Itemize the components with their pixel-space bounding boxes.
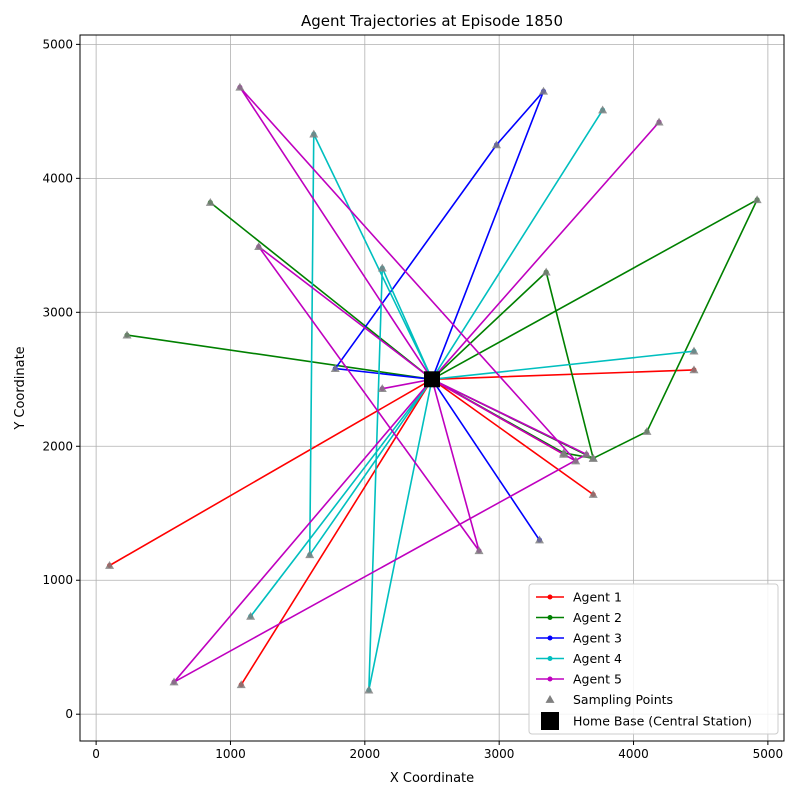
sampling-point-marker — [377, 263, 387, 272]
sampling-point-marker — [642, 427, 652, 435]
x-tick-label: 1000 — [215, 747, 246, 761]
legend-box — [528, 583, 779, 735]
sampling-point-marker — [236, 680, 246, 689]
sampling-point-marker — [539, 86, 549, 95]
y-tick-label: 2000 — [42, 439, 73, 453]
sampling-point-marker — [534, 535, 544, 544]
sampling-point-marker — [105, 561, 115, 569]
sampling-point-marker — [235, 82, 245, 91]
sampling-point-marker — [689, 346, 699, 355]
legend-agent-3-dot — [547, 635, 553, 641]
legend-agent-4-dot — [547, 656, 553, 661]
x-tick-label: 3000 — [484, 747, 515, 761]
sampling-points — [105, 82, 762, 694]
legend-agent-4-label: Agent 4 — [573, 651, 622, 666]
x-tick-label: 0 — [92, 747, 100, 761]
y-tick-label: 1000 — [42, 573, 73, 587]
sampling-point-marker — [377, 384, 387, 393]
legend-agent-3-label: Agent 3 — [573, 631, 622, 646]
y-axis-label: Y Coordinate — [13, 346, 28, 430]
legend-home-base-marker — [541, 712, 559, 730]
legend-agent-1-label: Agent 1 — [573, 590, 622, 605]
sampling-point-marker — [474, 546, 484, 555]
legend-agent-2-dot — [547, 615, 553, 620]
sampling-point-marker — [571, 456, 581, 465]
sampling-point-marker — [205, 197, 215, 206]
y-tick-label: 4000 — [42, 171, 73, 185]
sampling-point-marker — [582, 449, 592, 458]
sampling-point-marker — [598, 105, 608, 114]
sampling-point-marker — [689, 365, 699, 374]
y-tick-label: 3000 — [42, 305, 73, 319]
grid — [80, 35, 784, 741]
legend-agent-5-dot — [547, 676, 553, 682]
sampling-point-marker — [752, 195, 762, 204]
axis-ticks: 0 1000 2000 3000 4000 5000 0 1000 2000 3000 4000 50… — [42, 37, 783, 761]
sampling-point-marker — [364, 685, 374, 694]
legend-home-base-label: Home Base (Central Station) — [573, 714, 752, 729]
legend-agent-1-dot — [547, 594, 553, 600]
legend-sampling-marker — [545, 695, 555, 703]
sampling-point-marker — [254, 242, 264, 251]
plot-frame — [79, 34, 785, 742]
x-tick-label: 2000 — [350, 747, 381, 761]
x-tick-label: 5000 — [753, 747, 784, 761]
chart-title: Agent Trajectories at Episode 1850 — [301, 12, 563, 30]
legend-agent-5-label: Agent 5 — [573, 672, 622, 687]
sampling-point-marker — [491, 140, 501, 149]
sampling-point-marker — [588, 453, 598, 462]
sampling-point-marker — [541, 267, 551, 276]
sampling-point-marker — [169, 677, 179, 686]
sampling-point-marker — [309, 129, 319, 138]
legend: Agent 1 Agent 2 Agent 3 Agent 4 Agent 5 Sampl… — [528, 583, 779, 735]
legend-sampling-label: Sampling Points — [573, 692, 673, 707]
y-tick-label: 0 — [65, 707, 73, 721]
sampling-point-marker — [246, 611, 256, 620]
agent-5-trajectory — [173, 86, 660, 683]
sampling-point-marker — [559, 448, 569, 457]
sampling-point-marker — [588, 490, 598, 498]
y-tick-label: 5000 — [42, 37, 73, 51]
sampling-point-marker — [122, 330, 132, 339]
x-tick-label: 4000 — [618, 747, 649, 761]
legend-agent-2-label: Agent 2 — [573, 610, 622, 625]
x-axis-label: X Coordinate — [390, 771, 474, 786]
sampling-point-marker — [654, 117, 664, 126]
sampling-point-marker — [330, 364, 340, 372]
home-base-marker — [424, 371, 440, 388]
sampling-point-marker — [305, 550, 315, 559]
